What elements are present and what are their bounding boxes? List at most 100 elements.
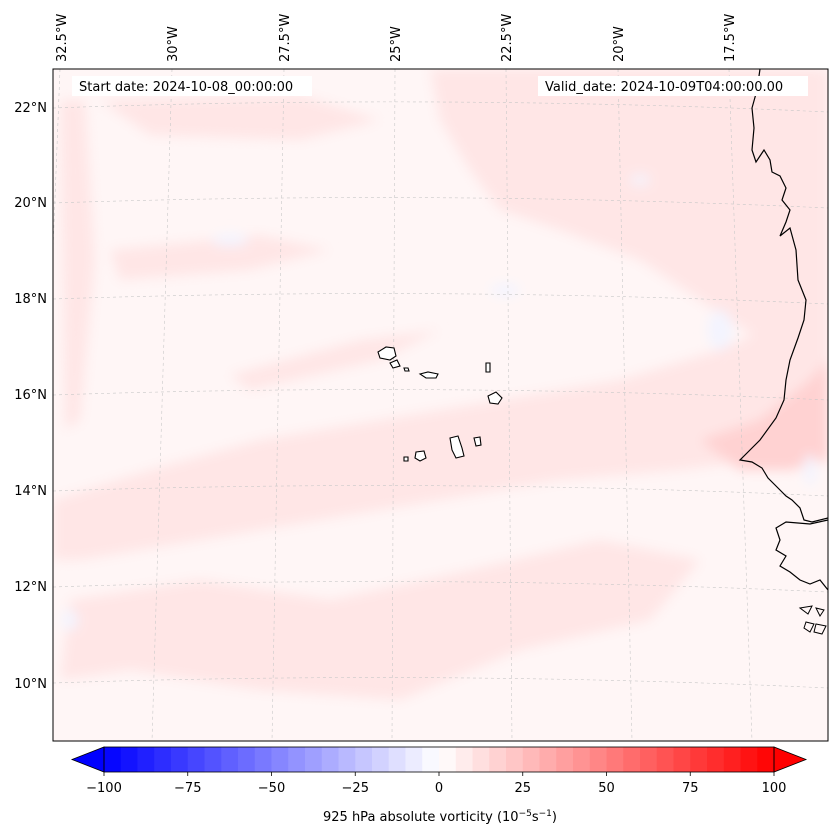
colorbar-cell xyxy=(539,747,557,772)
colorbar: −100 −75 −50 −25 0 25 50 75 100 925 hPa absolute… xyxy=(70,746,808,825)
colorbar-tick-label: 0 xyxy=(435,781,443,796)
island-sao-vicente xyxy=(389,359,401,369)
colorbar-cell xyxy=(271,747,289,772)
colorbar-cell xyxy=(238,747,256,772)
colorbar-cell xyxy=(338,747,356,772)
valid-date-label: Valid_date: 2024-10-09T04:00:00.00 xyxy=(545,80,783,95)
colorbar-cell xyxy=(254,747,272,772)
colorbar-tick-label: −50 xyxy=(258,781,285,796)
colorbar-tick-label: 75 xyxy=(682,781,699,796)
colorbar-cell xyxy=(522,747,540,772)
lon-label-27.5w: 27.5°W xyxy=(278,14,293,62)
negative-patch-2 xyxy=(212,234,248,246)
colorbar-cell xyxy=(355,747,373,772)
positive-streak-band-2 xyxy=(110,235,330,280)
island-santa-luzia xyxy=(403,367,410,372)
gridline-lat-16 xyxy=(53,389,828,401)
african-coastline xyxy=(738,69,828,523)
colorbar-ticks: −100 −75 −50 −25 0 25 50 75 100 xyxy=(86,772,786,796)
colorbar-tick-label: 25 xyxy=(514,781,531,796)
colorbar-cell xyxy=(405,747,423,772)
gridline-lat-20 xyxy=(53,197,828,209)
colorbar-tick-label: 100 xyxy=(762,781,787,796)
gridline-lon-27.5 xyxy=(271,69,285,741)
colorbar-cell xyxy=(573,747,591,772)
lat-label-16n: 16°N xyxy=(14,388,47,403)
lat-label-14n: 14°N xyxy=(14,484,47,499)
colorbar-cell xyxy=(690,747,708,772)
lat-label-12n: 12°N xyxy=(14,580,47,595)
valid-date-box xyxy=(538,76,808,96)
colorbar-cells xyxy=(104,747,775,772)
colorbar-cell xyxy=(187,747,205,772)
positive-streak-band-3 xyxy=(230,330,440,390)
positive-band-northeast xyxy=(430,69,828,340)
lon-label-25w: 25°W xyxy=(389,26,404,62)
colorbar-cell xyxy=(372,747,390,772)
lon-label-32.5w: 32.5°W xyxy=(55,14,70,62)
colorbar-cell xyxy=(137,747,155,772)
colorbar-cell xyxy=(204,747,222,772)
positive-streak-northwest xyxy=(100,95,380,140)
colorbar-cell xyxy=(388,747,406,772)
island-sao-nicolau xyxy=(418,371,439,379)
lat-label-10n: 10°N xyxy=(14,677,47,692)
colorbar-cell xyxy=(656,747,674,772)
gridline-lat-22 xyxy=(53,101,828,113)
cape-verde-islands xyxy=(377,346,503,462)
colorbar-cell xyxy=(288,747,306,772)
island-maio xyxy=(473,436,482,447)
colorbar-cell xyxy=(321,747,339,772)
map-frame xyxy=(52,68,829,742)
gridline-lon-30 xyxy=(151,69,173,741)
gridlines xyxy=(53,69,828,741)
colorbar-cell xyxy=(422,747,440,772)
colorbar-tick-label: −75 xyxy=(174,781,201,796)
colorbar-arrow-min xyxy=(70,746,105,773)
gridline-lon-22.5 xyxy=(505,69,513,741)
start-date-label: Start date: 2024-10-08_00:00:00 xyxy=(79,80,293,95)
guinea-bissau-coast xyxy=(775,519,828,591)
positive-band-coastal xyxy=(700,360,828,470)
gridline-lat-18 xyxy=(53,293,828,305)
gridline-lon-25 xyxy=(391,69,396,741)
island-santiago xyxy=(449,435,465,459)
colorbar-arrow-max xyxy=(773,746,808,773)
colorbar-tick-label: −100 xyxy=(86,781,122,796)
colorbar-label: 925 hPa absolute vorticity (10−5s−1) xyxy=(323,809,557,825)
island-santo-antao xyxy=(377,346,397,361)
colorbar-cell xyxy=(154,747,172,772)
colorbar-cell xyxy=(556,747,574,772)
island-sal xyxy=(485,362,491,373)
colorbar-tick-label: 50 xyxy=(598,781,615,796)
colorbar-cell xyxy=(455,747,473,772)
gridline-lat-12 xyxy=(53,581,828,593)
positive-streak-west xyxy=(60,100,95,430)
colorbar-cell xyxy=(221,747,239,772)
colorbar-cell xyxy=(707,747,725,772)
negative-patch-5 xyxy=(62,610,78,630)
colorbar-cell xyxy=(472,747,490,772)
lat-label-22n: 22°N xyxy=(14,101,47,116)
colorbar-tick-label: −25 xyxy=(342,781,369,796)
colorbar-cell xyxy=(589,747,607,772)
colorbar-cell xyxy=(673,747,691,772)
colorbar-cell xyxy=(171,747,189,772)
lon-label-30w: 30°W xyxy=(166,26,181,62)
lat-label-18n: 18°N xyxy=(14,292,47,307)
map-panel: Start date: 2024-10-08_00:00:00 Valid_da… xyxy=(52,68,829,742)
negative-patch-1 xyxy=(708,310,732,350)
longitude-labels: 32.5°W 30°W 27.5°W 25°W 22.5°W 20°W 17.5… xyxy=(55,14,738,62)
colorbar-cell xyxy=(723,747,741,772)
latitude-labels: 22°N 20°N 18°N 16°N 14°N 12°N 10°N xyxy=(14,101,47,692)
vorticity-field-patterns xyxy=(53,69,828,700)
colorbar-cell xyxy=(740,747,758,772)
gridline-lon-20 xyxy=(617,69,633,741)
colorbar-cell xyxy=(439,747,457,772)
colorbar-cell xyxy=(489,747,507,772)
island-brava xyxy=(403,456,409,462)
lon-label-22.5w: 22.5°W xyxy=(500,14,515,62)
island-fogo xyxy=(414,450,427,462)
colorbar-cell xyxy=(757,747,775,772)
colorbar-cell xyxy=(640,747,658,772)
